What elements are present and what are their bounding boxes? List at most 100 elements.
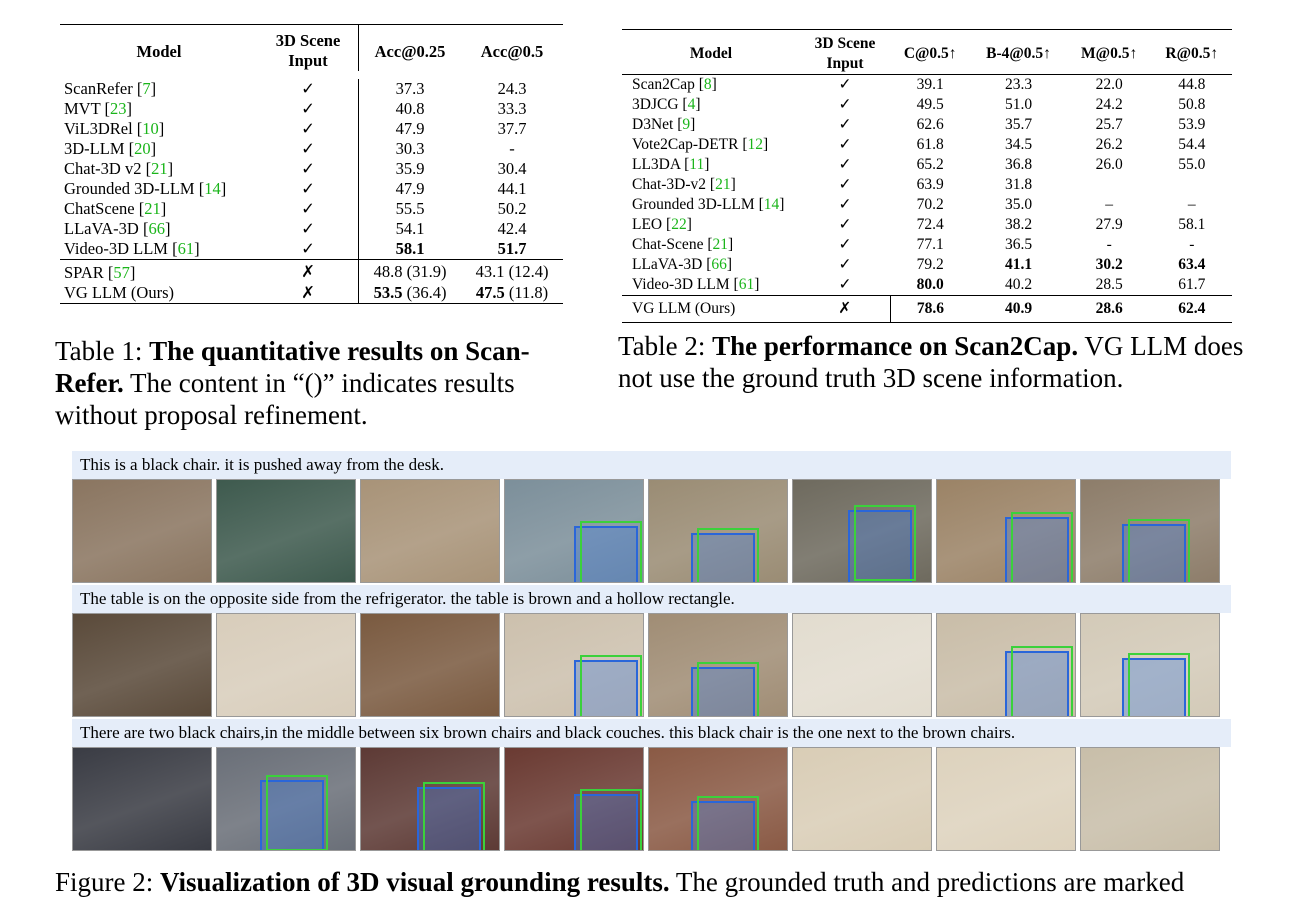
t2-b: 41.1 (1004, 256, 1033, 273)
gt-box (1011, 646, 1073, 716)
gt-box (580, 789, 642, 850)
t2-header-model: Model (689, 45, 733, 62)
t1-row: Grounded 3D-LLM [14] ✓ 47.9 44.1 (60, 179, 563, 199)
t1-acc25: 48.8 (31.9) (358, 259, 462, 283)
t2-m: 22.0 (1095, 76, 1123, 93)
t1-acc50: 37.7 (497, 119, 527, 138)
scene-frame-image (72, 747, 212, 851)
t2-c: 80.0 (916, 276, 944, 293)
t1-input: ✓ (301, 139, 315, 158)
table-scan2cap: Model 3D Scene Input C@0.5↑ B-4@0.5↑ M@0… (622, 29, 1232, 323)
t2-b: 35.7 (1004, 116, 1033, 133)
t1-acc25: 55.5 (358, 199, 462, 219)
t2-c: 72.4 (916, 216, 944, 233)
t2-input: ✓ (838, 196, 852, 213)
t1-acc25: 53.5 (36.4) (358, 283, 462, 304)
t1-row: ChatScene [21] ✓ 55.5 50.2 (60, 199, 563, 219)
t1-acc50: 51.7 (497, 239, 527, 258)
t2-m: 28.5 (1095, 276, 1123, 293)
scene-frame-image (1080, 613, 1220, 717)
figure-image-row (72, 613, 1231, 717)
t1-model: ChatScene [21] (64, 199, 167, 218)
t1-model: ScanRefer [7] (64, 79, 157, 98)
t1-model: LLaVA-3D [66] (64, 219, 171, 238)
t1-model: Video-3D LLM [61] (64, 239, 200, 258)
t1-header-acc50: Acc@0.5 (480, 42, 544, 61)
scene-frame-image (648, 479, 788, 583)
scene-frame-image (504, 479, 644, 583)
t1-row: LLaVA-3D [66] ✓ 54.1 42.4 (60, 219, 563, 239)
bounding-box (1005, 517, 1069, 582)
t2-c: 77.1 (916, 236, 944, 253)
t1-input: ✓ (301, 239, 315, 258)
t2-m: 27.9 (1095, 216, 1123, 233)
scene-frame-image (216, 479, 356, 583)
scene-frame-image (72, 479, 212, 583)
t1-input: ✗ (301, 261, 315, 281)
t2-input: ✓ (838, 236, 852, 253)
t2-r: 54.4 (1178, 136, 1206, 153)
bounding-box (260, 780, 324, 850)
gt-box (1128, 653, 1190, 716)
scene-frame-image (360, 613, 500, 717)
t2-b: 51.0 (1004, 96, 1033, 113)
t1-model: VG LLM (Ours) (64, 283, 174, 302)
t2-model: 3DJCG [4] (632, 96, 701, 113)
t1-header-acc25: Acc@0.25 (358, 24, 462, 71)
t1-acc50: 33.3 (497, 99, 527, 118)
t1-input: ✓ (301, 179, 315, 198)
t1-acc50: 50.2 (497, 199, 527, 218)
t1-row: MVT [23] ✓ 40.8 33.3 (60, 99, 563, 119)
scene-frame-image (216, 747, 356, 851)
t1-acc50: 30.4 (497, 159, 527, 178)
t2-m: - (1106, 236, 1112, 253)
t2-r: 55.0 (1178, 156, 1206, 173)
t2-row: Chat-3D-v2 [21] ✓ 63.9 31.8 (622, 175, 1232, 195)
t2-model: Grounded 3D-LLM [14] (632, 196, 785, 213)
t2-b: 36.8 (1004, 156, 1033, 173)
t1-model: ViL3DRel [10] (64, 119, 165, 138)
t2-c: 61.8 (916, 136, 944, 153)
t2-ours-body: VG LLM (Ours) ✗ 78.6 40.9 28.6 62.4 (622, 295, 1232, 323)
gt-box (423, 782, 485, 850)
t1-model: Grounded 3D-LLM [14] (64, 179, 227, 198)
t2-row: Vote2Cap-DETR [12] ✓ 61.8 34.5 26.2 54.4 (622, 135, 1232, 155)
scene-frame-image (216, 613, 356, 717)
t2-row: LL3DA [11] ✓ 65.2 36.8 26.0 55.0 (622, 155, 1232, 175)
bounding-box (848, 510, 912, 582)
t2-ours-model: VG LLM (Ours) (632, 300, 736, 317)
t2-ours-c: 78.6 (889, 295, 971, 323)
t2-c: 63.9 (916, 176, 944, 193)
t2-body: Scan2Cap [8] ✓ 39.1 23.3 22.0 44.8 3DJCG [4] ✓ 4… (622, 74, 1232, 296)
gt-box (1011, 512, 1073, 582)
t1-acc25: 54.1 (358, 219, 462, 239)
t1-row: ViL3DRel [10] ✓ 47.9 37.7 (60, 119, 563, 139)
figure-image-row (72, 479, 1231, 583)
t2-b: 40.2 (1004, 276, 1033, 293)
t2-input: ✓ (838, 136, 852, 153)
t2-r: 63.4 (1178, 256, 1206, 273)
scene-frame-image (1080, 479, 1220, 583)
t2-input: ✓ (838, 156, 852, 173)
t2-model: Vote2Cap-DETR [12] (632, 136, 769, 153)
t1-input: ✗ (301, 283, 315, 302)
t2-c: 79.2 (916, 256, 944, 273)
gt-box (266, 775, 328, 850)
t1-model: Chat-3D v2 [21] (64, 159, 174, 178)
t2-m: 24.2 (1095, 96, 1123, 113)
table-scanrefer: Model 3D Scene Input Acc@0.25 Acc@0.5 Sc… (60, 24, 563, 304)
t2-model: Scan2Cap [8] (632, 76, 717, 93)
scene-frame-image (792, 479, 932, 583)
t1-input: ✓ (301, 199, 315, 218)
t2-c: 49.5 (916, 96, 944, 113)
gt-box (854, 505, 916, 581)
t2-header-scene-input: 3D Scene Input (814, 35, 876, 72)
t2-r: 61.7 (1178, 276, 1206, 293)
t2-r: – (1187, 196, 1196, 213)
t2-ours-m: 28.6 (1095, 300, 1123, 317)
scene-frame-image (1080, 747, 1220, 851)
bounding-box (574, 660, 638, 716)
t1-input: ✓ (301, 219, 315, 238)
t2-input: ✓ (838, 96, 852, 113)
t2-model: LLaVA-3D [66] (632, 256, 733, 273)
